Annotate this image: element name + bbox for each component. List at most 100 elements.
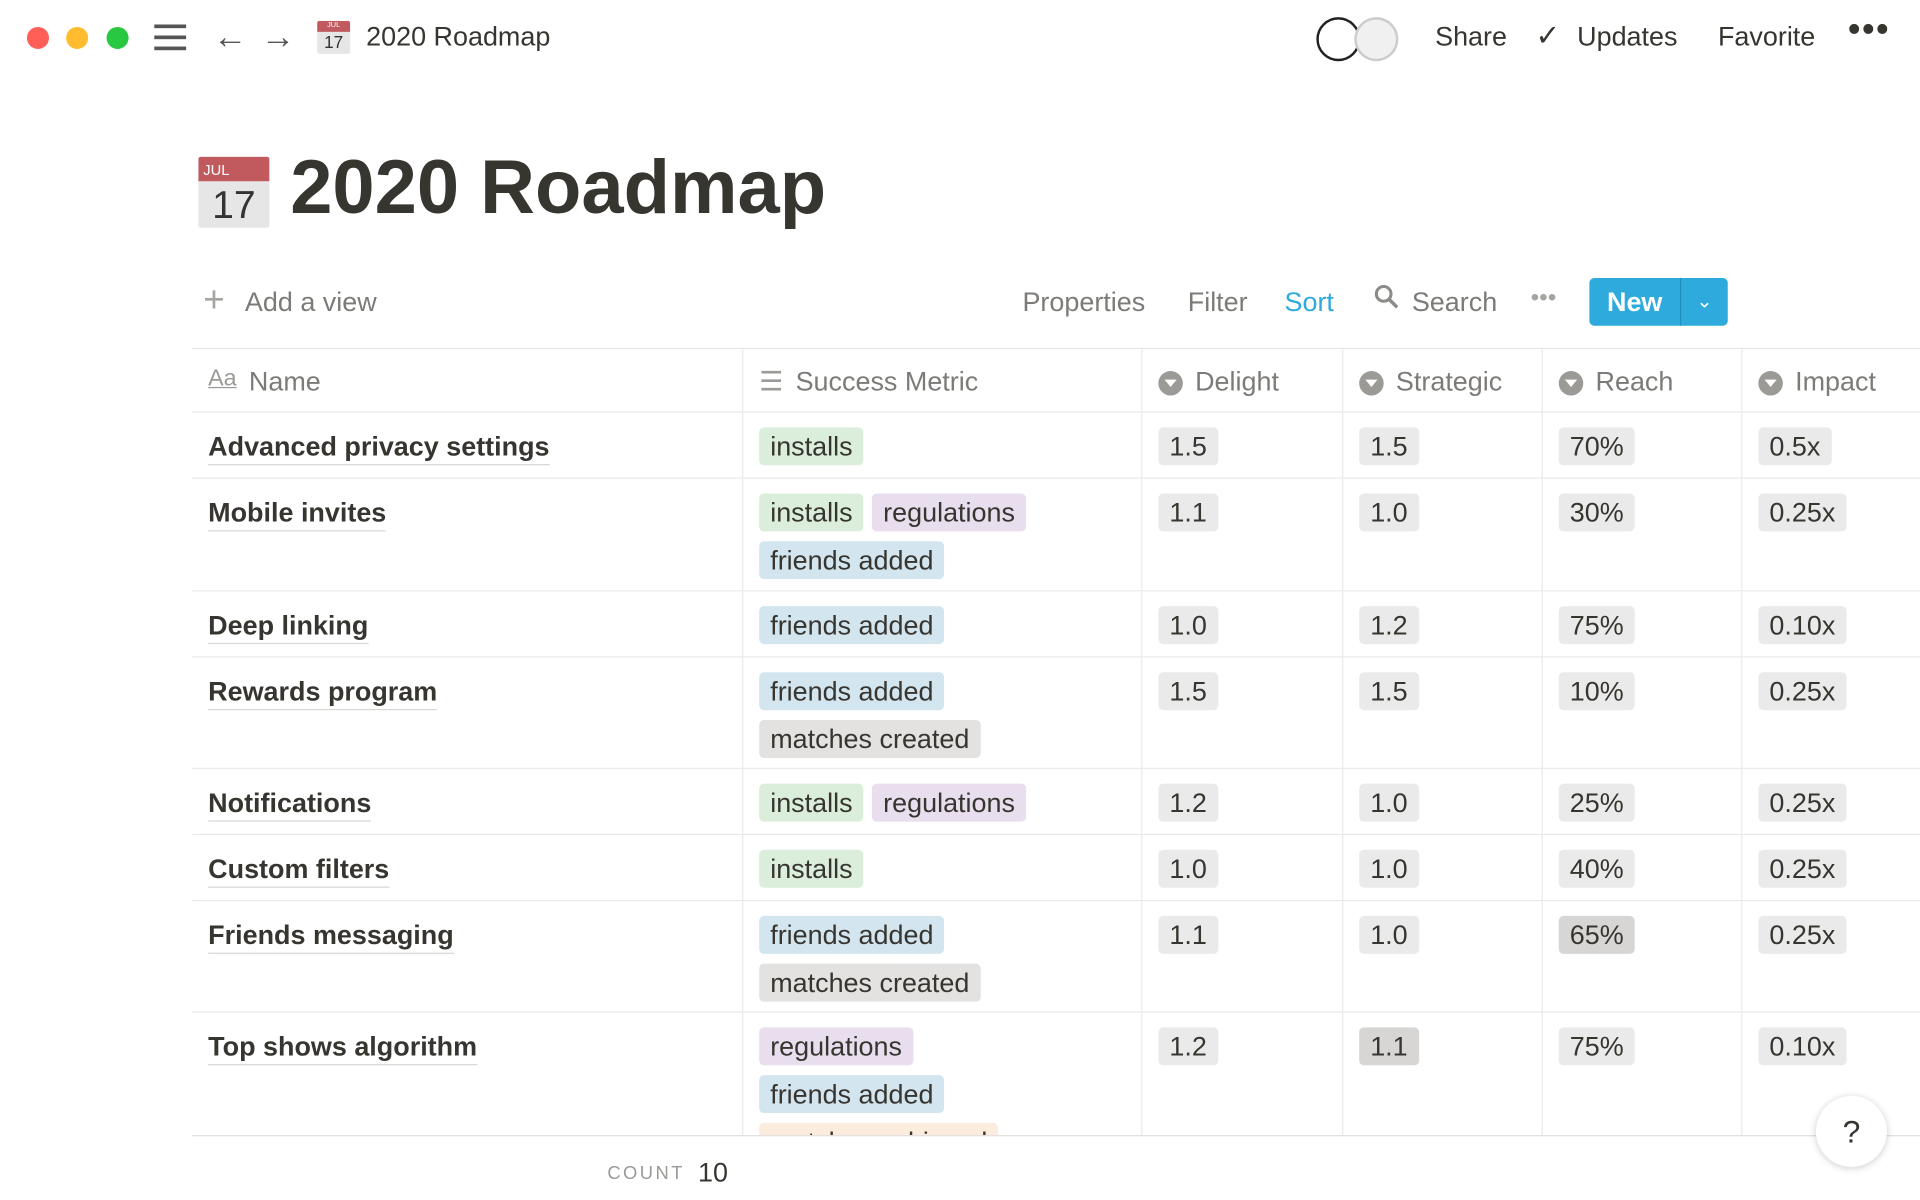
cell-delight[interactable]: 1.5 (1142, 412, 1344, 478)
cell-success-metric[interactable]: installs regulations friends added (743, 478, 1143, 591)
cell-strategic[interactable]: 1.0 (1343, 835, 1543, 901)
back-arrow-icon[interactable]: ← (213, 17, 248, 56)
column-header-impact[interactable]: Impact (1742, 349, 1920, 411)
add-view-button[interactable]: Add a view (244, 286, 377, 318)
breadcrumb-title[interactable]: 2020 Roadmap (366, 20, 551, 52)
cell-delight[interactable]: 1.2 (1142, 768, 1344, 834)
more-options-icon[interactable]: ••• (1847, 9, 1891, 51)
table-row[interactable]: Custom filters installs 1.0 1.0 40% 0.25x (192, 835, 1920, 902)
cell-impact[interactable]: 0.10x (1742, 1013, 1920, 1135)
row-name[interactable]: Notifications (208, 787, 372, 822)
forward-arrow-icon[interactable]: → (260, 17, 296, 56)
strategic-value: 1.0 (1359, 915, 1419, 954)
properties-button[interactable]: Properties (1022, 286, 1146, 318)
close-window-button[interactable] (26, 26, 49, 49)
share-button[interactable]: Share (1435, 20, 1508, 52)
page-icon-calendar[interactable]: JUL 17 (198, 156, 270, 228)
row-name[interactable]: Mobile invites (208, 497, 387, 532)
column-header-success-metric[interactable]: ☰ Success Metric (743, 348, 1143, 412)
table-row[interactable]: Deep linking friends added 1.0 1.2 75% 0.10x (192, 591, 1920, 658)
page-title[interactable]: 2020 Roadmap (290, 145, 827, 231)
cell-success-metric[interactable]: regulationsfriends addedmatches achieved (743, 1012, 1143, 1161)
cell-success-metric[interactable]: installs (743, 412, 1143, 478)
cell-reach[interactable]: 70% (1543, 412, 1743, 478)
avatar[interactable] (1316, 17, 1361, 62)
sort-button[interactable]: Sort (1284, 286, 1334, 318)
cell-delight[interactable]: 1.1 (1142, 901, 1344, 1012)
table-row[interactable]: Rewards program friends added matches crea… (192, 657, 1920, 769)
row-name[interactable]: Advanced privacy settings (208, 431, 550, 466)
cell-reach[interactable]: 30% (1543, 478, 1743, 591)
updates-button[interactable]: Updates (1577, 20, 1678, 52)
cell-name[interactable]: Rewards program (192, 657, 744, 768)
cell-reach[interactable]: 75% (1543, 591, 1743, 657)
cell-delight[interactable]: 1.0 (1142, 835, 1344, 901)
cell-success-metric[interactable]: friends added matches created (743, 901, 1143, 1012)
cell-impact[interactable]: 0.5x (1742, 413, 1920, 478)
cell-impact[interactable]: 0.10x (1742, 591, 1920, 656)
cell-delight[interactable]: 1.1 (1142, 478, 1344, 591)
search-icon[interactable] (1374, 284, 1401, 318)
cell-name[interactable]: Deep linking (192, 591, 744, 657)
cell-reach[interactable]: 10% (1543, 657, 1743, 768)
cell-reach[interactable]: 65% (1543, 901, 1743, 1012)
new-dropdown-chevron-icon[interactable]: ⌄ (1696, 291, 1713, 313)
cell-delight[interactable]: 1.5 (1142, 657, 1344, 768)
cell-reach[interactable]: 75% (1543, 1012, 1743, 1136)
cell-reach[interactable]: 25% (1543, 768, 1743, 834)
help-button[interactable]: ? (1815, 1095, 1887, 1167)
row-name[interactable]: Rewards program (208, 676, 438, 711)
cell-success-metric[interactable]: friends added (743, 591, 1143, 657)
favorite-button[interactable]: Favorite (1717, 20, 1816, 52)
cell-success-metric[interactable]: installs (743, 835, 1143, 901)
cell-name[interactable]: Top shows algorithm (192, 1012, 744, 1136)
cell-success-metric[interactable]: installs regulations (743, 768, 1143, 834)
more-view-options-icon[interactable]: ••• (1530, 284, 1557, 312)
cell-impact[interactable]: 0.25x (1742, 901, 1920, 1011)
cell-impact[interactable]: 0.25x (1742, 835, 1920, 900)
row-name[interactable]: Friends messaging (208, 920, 454, 954)
column-header-name[interactable]: Aa Name (192, 348, 744, 412)
cell-name[interactable]: Friends messaging (192, 901, 744, 1012)
cell-name[interactable]: Notifications (192, 768, 744, 834)
cell-delight[interactable]: 1.0 (1142, 591, 1344, 657)
maximize-window-button[interactable] (106, 26, 129, 49)
search-button[interactable]: Search (1411, 286, 1498, 318)
cell-strategic[interactable]: 1.2 (1343, 591, 1543, 657)
cell-impact[interactable]: 0.25x (1742, 479, 1920, 590)
table-row[interactable]: Notifications installs regulations 1.2 1.0 25… (192, 768, 1920, 836)
new-button[interactable]: New (1589, 277, 1682, 326)
column-header-reach[interactable]: Reach (1543, 348, 1743, 412)
table-row[interactable]: Top shows algorithm regulations friends ad… (192, 1012, 1920, 1161)
column-label: Impact (1795, 366, 1876, 397)
cell-impact[interactable]: 0.25x (1742, 769, 1920, 834)
column-header-strategic[interactable]: Strategic (1343, 348, 1543, 412)
cell-strategic[interactable]: 1.5 (1343, 412, 1543, 478)
row-name[interactable]: Deep linking (208, 610, 369, 645)
cell-reach[interactable]: 40% (1543, 835, 1743, 901)
table-row[interactable]: Advanced privacy settings installs 1.5 1.5 7… (192, 412, 1920, 479)
column-label: Name (248, 366, 321, 397)
cell-name[interactable]: Mobile invites (192, 478, 744, 591)
cell-strategic[interactable]: 1.0 (1343, 478, 1543, 591)
plus-icon[interactable]: + (203, 280, 225, 321)
row-name[interactable]: Custom filters (208, 853, 390, 888)
cell-strategic[interactable]: 1.1 (1343, 1012, 1543, 1136)
strategic-value: 1.0 (1359, 849, 1419, 888)
column-header-delight[interactable]: Delight (1142, 348, 1344, 412)
avatar[interactable] (1354, 17, 1399, 62)
cell-strategic[interactable]: 1.0 (1343, 901, 1543, 1012)
cell-success-metric[interactable]: friends added matches created (743, 657, 1143, 768)
table-row[interactable]: Friends messaging friends added matches cr… (192, 901, 1920, 1013)
cell-name[interactable]: Custom filters (192, 835, 744, 901)
minimize-window-button[interactable] (66, 26, 89, 49)
cell-name[interactable]: Advanced privacy settings (192, 412, 744, 478)
table-row[interactable]: Mobile invites installs regulations friends… (192, 478, 1920, 592)
row-name[interactable]: Top shows algorithm (208, 1031, 478, 1066)
cell-delight[interactable]: 1.2 (1142, 1012, 1344, 1136)
cell-strategic[interactable]: 1.5 (1343, 657, 1543, 768)
cell-strategic[interactable]: 1.0 (1343, 768, 1543, 834)
sidebar-menu-icon[interactable] (154, 24, 187, 51)
cell-impact[interactable]: 0.25x (1742, 658, 1920, 768)
filter-button[interactable]: Filter (1187, 286, 1248, 318)
